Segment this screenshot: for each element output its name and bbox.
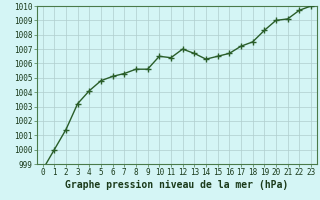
X-axis label: Graphe pression niveau de la mer (hPa): Graphe pression niveau de la mer (hPa): [65, 180, 288, 190]
